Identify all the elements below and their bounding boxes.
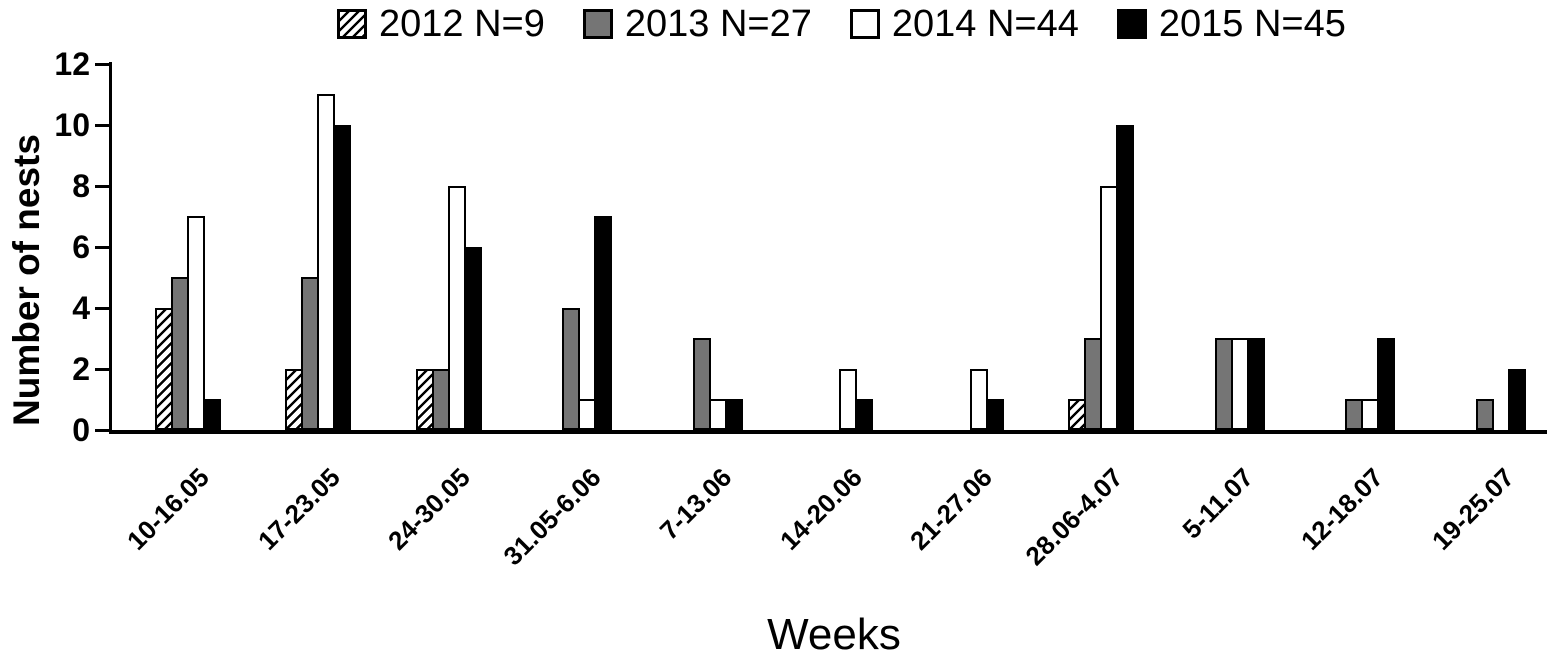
legend-label-2014: 2014 N=44 — [891, 3, 1079, 45]
y-tick-label: 2 — [72, 351, 90, 387]
x-tick-label: 31.05-6.06 — [497, 462, 607, 572]
bar-2015 — [1246, 338, 1265, 430]
x-tick-label: 5-11.07 — [1176, 462, 1259, 545]
bar-2015 — [594, 216, 613, 430]
y-tick-mark — [95, 306, 109, 310]
y-tick-label: 6 — [72, 229, 90, 265]
y-tick-mark — [95, 245, 109, 249]
bar-2015 — [855, 399, 874, 430]
x-tick-label: 21-27.06 — [904, 462, 998, 556]
bar-2013 — [692, 338, 711, 430]
legend-label-2015: 2015 N=45 — [1158, 3, 1346, 45]
y-tick-label: 10 — [54, 107, 90, 143]
x-tick-label: 7-13.06 — [653, 462, 738, 546]
legend-swatch-2015 — [1116, 9, 1147, 39]
legend-item-2015: 2015 N=45 — [1116, 0, 1346, 48]
y-tick-mark — [95, 184, 109, 188]
bar-2015 — [724, 399, 743, 430]
x-tick-label: 19-25.07 — [1425, 462, 1520, 556]
bar-2015 — [203, 399, 221, 430]
legend-swatch-2013 — [582, 9, 613, 39]
bar-2015 — [463, 247, 482, 430]
bar-2015 — [985, 399, 1004, 430]
legend-item-2014: 2014 N=44 — [849, 0, 1079, 48]
y-axis-line — [109, 62, 112, 434]
bar-2013 — [562, 308, 581, 430]
bar-2015 — [1377, 338, 1396, 430]
x-axis-title: Weeks — [767, 610, 901, 659]
legend-swatch-2014 — [849, 9, 880, 39]
legend-label-2013: 2013 N=27 — [624, 3, 812, 45]
y-tick-label: 8 — [72, 168, 90, 204]
x-tick-label: 17-23.05 — [251, 462, 346, 556]
legend-swatch-2012 — [337, 9, 367, 39]
y-tick-label: 12 — [54, 46, 90, 82]
bar-2015 — [1116, 125, 1135, 430]
y-tick-mark — [95, 123, 109, 127]
x-tick-label: 12-18.07 — [1295, 462, 1390, 556]
legend-label-2012: 2012 N=9 — [379, 3, 545, 45]
y-tick-label: 0 — [72, 412, 90, 448]
y-tick-mark — [95, 428, 109, 432]
x-tick-label: 10-16.05 — [121, 462, 216, 556]
x-tick-label: 14-20.06 — [773, 462, 868, 556]
y-tick-mark — [95, 62, 109, 66]
y-tick-mark — [95, 367, 109, 371]
legend-item-2012: 2012 N=9 — [337, 0, 545, 48]
chart-legend: 2012 N=9 2013 N=27 2014 N=44 2015 N=45 — [337, 0, 1346, 48]
x-tick-label: 24-30.05 — [382, 462, 477, 556]
bar-2015 — [1507, 369, 1526, 430]
bar-2015 — [333, 125, 352, 430]
x-tick-label: 28.06-4.07 — [1019, 462, 1129, 572]
bar-2014 — [187, 216, 205, 430]
legend-item-2013: 2013 N=27 — [582, 0, 812, 48]
x-axis-line — [109, 430, 1547, 434]
y-tick-label: 4 — [72, 290, 90, 326]
bar-2013 — [1475, 399, 1494, 430]
